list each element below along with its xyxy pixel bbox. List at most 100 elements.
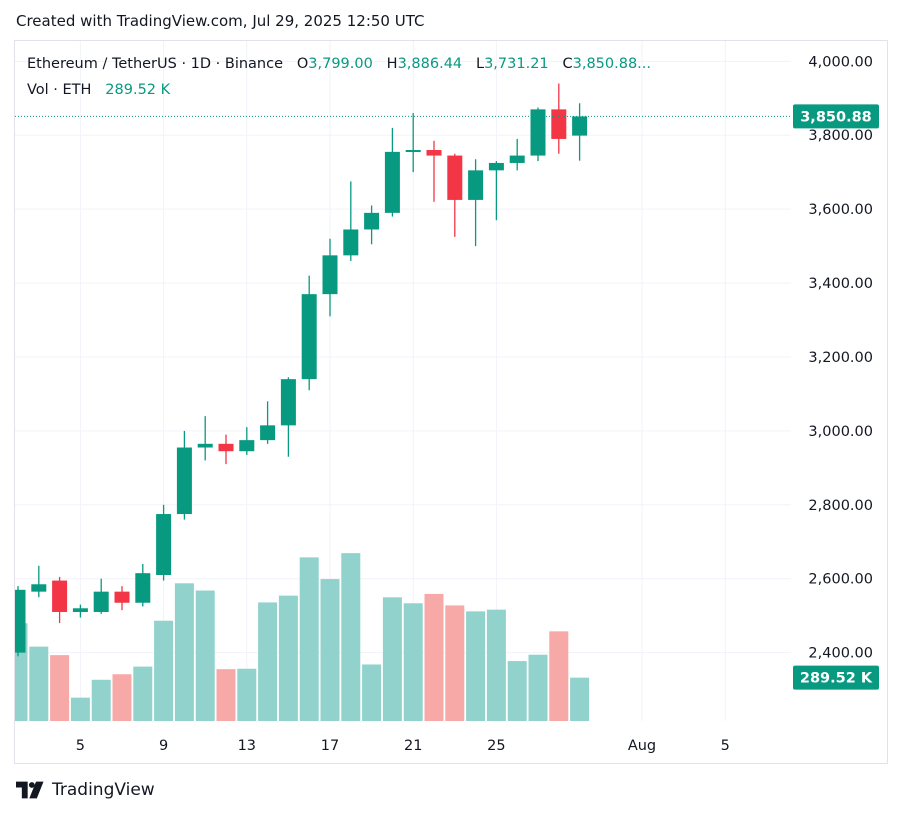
candle-body[interactable]	[31, 584, 47, 592]
candle-body[interactable]	[52, 580, 68, 612]
candle-body[interactable]	[468, 170, 484, 200]
legend-open-value: 3,799.00	[308, 56, 373, 72]
time-tick-label: Aug	[628, 738, 656, 754]
volume-bar	[278, 595, 298, 721]
legend-low-value: 3,731.21	[484, 56, 549, 72]
volume-bar	[29, 646, 49, 721]
volume-bar	[486, 609, 506, 721]
price-candles	[11, 83, 588, 657]
price-tick-label: 3,400.00	[808, 276, 873, 292]
price-tick-label: 2,800.00	[808, 498, 873, 514]
candle-body[interactable]	[405, 150, 421, 153]
tradingview-logo-icon	[16, 781, 44, 799]
volume-bar	[362, 664, 382, 721]
last-volume-badge-bg	[793, 665, 879, 690]
price-tick-label: 2,600.00	[808, 572, 873, 588]
candle-body[interactable]	[280, 379, 296, 426]
volume-bar	[133, 666, 153, 721]
chart-frame	[14, 40, 888, 764]
legend-low-label: L	[475, 56, 485, 72]
volume-bar	[549, 631, 569, 721]
candle-body[interactable]	[530, 109, 546, 156]
price-tick-label: 3,600.00	[808, 202, 873, 218]
legend-close-label: C	[562, 56, 573, 72]
legend-high-label: H	[386, 56, 398, 72]
candle-body[interactable]	[488, 162, 504, 171]
candle-body[interactable]	[509, 155, 525, 163]
candle-body[interactable]	[135, 573, 151, 603]
volume-bar	[112, 674, 132, 721]
tradingview-brand: TradingView	[16, 780, 155, 800]
volume-bar	[570, 677, 590, 721]
legend-symbol[interactable]: Ethereum / TetherUS · 1D · Binance	[27, 56, 284, 72]
legend-volume-row: Vol · ETH 289.52 K	[27, 80, 651, 106]
candle-body[interactable]	[322, 255, 338, 295]
volume-bar	[70, 697, 90, 721]
time-tick-label: 5	[721, 738, 730, 754]
candle-body[interactable]	[343, 229, 359, 256]
candle-body[interactable]	[218, 443, 234, 452]
chart-legend: Ethereum / TetherUS · 1D · Binance O3,79…	[27, 54, 651, 106]
last-volume-badge: 289.52 K	[800, 671, 873, 687]
chart-caption: Created with TradingView.com, Jul 29, 20…	[16, 12, 425, 30]
candle-body[interactable]	[176, 447, 192, 515]
volume-bar	[299, 557, 319, 721]
brand-name: TradingView	[52, 780, 155, 800]
volume-bar	[445, 605, 465, 721]
volume-bar	[507, 661, 527, 721]
candle-body[interactable]	[447, 155, 463, 200]
last-price-badge: 3,850.88	[800, 109, 872, 125]
candle-body[interactable]	[197, 443, 213, 448]
volume-bar	[50, 655, 70, 721]
price-tick-label: 3,800.00	[808, 128, 873, 144]
legend-open-label: O	[296, 56, 309, 72]
candle-body[interactable]	[572, 116, 588, 136]
last-price-badge-bg	[793, 104, 879, 129]
candle-body[interactable]	[364, 212, 380, 230]
time-tick-label: 21	[404, 738, 422, 754]
volume-bar	[382, 597, 402, 721]
candle-body[interactable]	[72, 608, 88, 612]
volume-bar	[174, 583, 194, 721]
price-tick-label: 4,000.00	[808, 54, 873, 70]
volume-bar	[91, 679, 111, 721]
candle-body[interactable]	[11, 589, 26, 653]
volume-bar	[466, 611, 486, 721]
volume-bar	[154, 620, 174, 721]
time-tick-label: 13	[238, 738, 256, 754]
candle-body[interactable]	[156, 514, 172, 576]
candle-body[interactable]	[239, 440, 255, 452]
volume-bar	[258, 602, 278, 721]
price-tick-label: 3,200.00	[808, 350, 873, 366]
price-axis: 2,400.00 2,600.00 2,800.00 3,000.00 3,200.00…	[793, 54, 879, 690]
candle-body[interactable]	[260, 425, 276, 441]
candle-body[interactable]	[551, 109, 567, 139]
volume-bar	[424, 593, 444, 721]
time-tick-label: 5	[76, 738, 85, 754]
time-tick-label: 17	[321, 738, 339, 754]
legend-ohlc-row: Ethereum / TetherUS · 1D · Binance O3,79…	[27, 54, 651, 80]
volume-bar	[341, 553, 361, 721]
time-tick-label: 25	[487, 738, 505, 754]
volume-bar	[528, 654, 548, 721]
time-tick-label: 9	[159, 738, 168, 754]
grid-lines	[15, 41, 791, 721]
volume-bar	[216, 669, 236, 721]
candle-body[interactable]	[384, 151, 400, 213]
legend-volume-value: 289.52 K	[105, 82, 171, 98]
volume-bar	[320, 579, 340, 721]
candle-body[interactable]	[93, 591, 109, 612]
price-tick-label: 2,400.00	[808, 646, 873, 662]
legend-high-value: 3,886.44	[397, 56, 463, 72]
candle-body[interactable]	[426, 150, 442, 156]
time-axis: 5 9 13 17 21 25 Aug 5	[76, 738, 730, 754]
volume-bar	[403, 603, 423, 721]
volume-bar	[195, 590, 215, 721]
legend-volume-label[interactable]: Vol · ETH	[27, 82, 92, 98]
candle-body[interactable]	[301, 294, 317, 380]
volume-bar	[237, 668, 257, 721]
legend-close-value: 3,850.88...	[572, 56, 652, 72]
candle-body[interactable]	[114, 591, 130, 603]
price-tick-label: 3,000.00	[808, 424, 873, 440]
